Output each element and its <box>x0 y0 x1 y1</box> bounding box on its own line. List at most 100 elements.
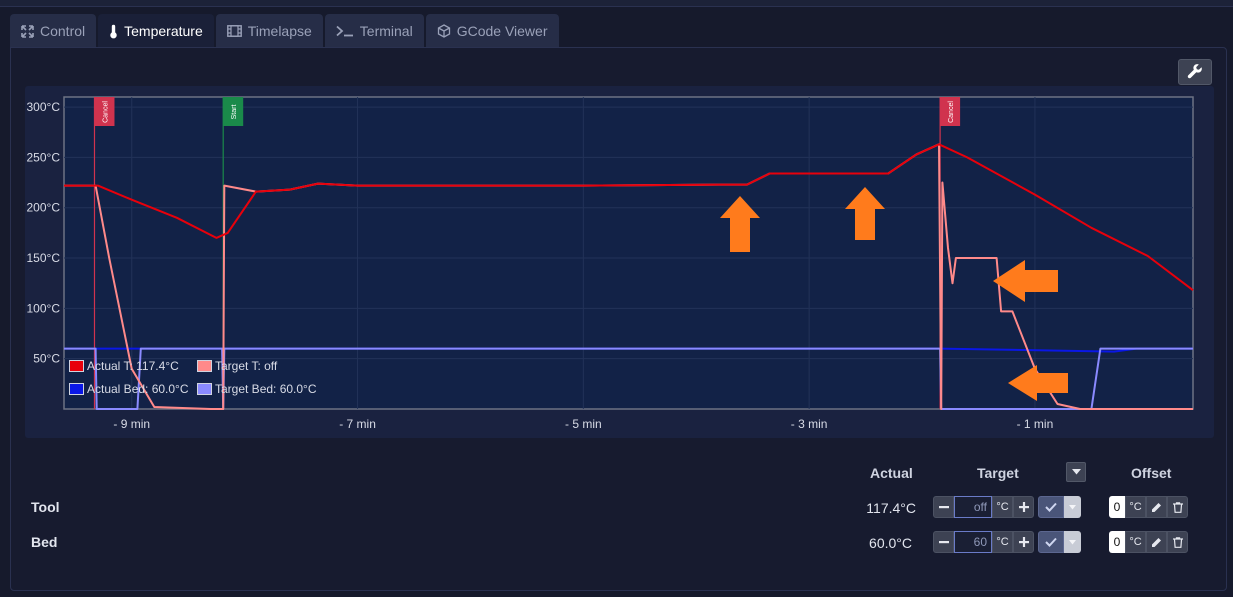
legend-item-actual-tool[interactable]: Actual T: 117.4°C <box>69 359 179 373</box>
annotation-arrow-left-1 <box>993 260 1058 302</box>
top-navbar <box>0 0 1233 7</box>
bed-offset-control: 0 °C <box>1109 531 1188 553</box>
tab-temperature-label: Temperature <box>124 23 203 39</box>
event-marker-label: Cancel <box>102 101 109 123</box>
annotation-arrow-up-1 <box>720 196 760 252</box>
pencil-icon <box>1152 537 1161 547</box>
tool-offset-edit-button[interactable] <box>1146 496 1167 518</box>
bed-offset-edit-button[interactable] <box>1146 531 1167 553</box>
pencil-icon <box>1152 502 1161 512</box>
column-header-target: Target <box>977 465 1019 481</box>
event-marker-label: Cancel <box>948 101 955 123</box>
bed-target-decrement-button[interactable] <box>933 531 954 553</box>
x-tick-label: - 3 min <box>791 417 828 431</box>
plus-icon <box>1018 537 1029 547</box>
tool-target-set-dropdown[interactable] <box>1064 496 1081 518</box>
caret-down-icon <box>1069 539 1076 544</box>
tool-target-unit: °C <box>992 496 1013 518</box>
tab-timelapse[interactable]: Timelapse <box>215 14 323 48</box>
y-tick-label: 200°C <box>27 201 61 215</box>
temperature-chart: Cancel Start Cancel 300°C 250°C 200°C 150°C 10… <box>25 86 1214 438</box>
minus-icon <box>938 506 949 509</box>
terminal-icon <box>336 25 353 37</box>
annotation-arrow-left-2 <box>1008 365 1068 401</box>
bed-offset-unit: °C <box>1125 531 1146 553</box>
tab-control[interactable]: Control <box>10 14 97 48</box>
tab-bar: Control Temperature Timelapse Terminal G… <box>10 14 559 48</box>
tool-target-input[interactable]: off <box>954 496 992 518</box>
legend-swatch <box>197 383 212 395</box>
annotation-arrow-up-2 <box>845 187 885 240</box>
x-tick-label: - 7 min <box>339 417 376 431</box>
y-tick-label: 100°C <box>27 301 61 315</box>
column-header-actual: Actual <box>870 465 913 481</box>
event-marker-label: Start <box>231 105 238 120</box>
x-tick-label: - 5 min <box>565 417 602 431</box>
tool-actual-value: 117.4°C <box>866 500 916 516</box>
temperature-chart-svg: Cancel Start Cancel 300°C 250°C 200°C 150°C 10… <box>25 86 1214 438</box>
caret-down-icon <box>1071 469 1081 475</box>
tool-offset-control: 0 °C <box>1109 496 1188 518</box>
bed-target-control: 60 °C <box>933 531 1081 553</box>
event-marker-flag[interactable] <box>94 97 115 126</box>
wrench-icon <box>1187 64 1202 79</box>
y-tick-label: 50°C <box>33 352 60 366</box>
check-icon <box>1045 537 1057 547</box>
expand-arrows-icon <box>21 24 34 38</box>
row-label-tool: Tool <box>31 499 60 515</box>
tab-terminal[interactable]: Terminal <box>324 14 424 48</box>
row-label-bed: Bed <box>31 534 58 550</box>
legend-label: Actual T: 117.4°C <box>87 359 179 373</box>
tool-offset-input[interactable]: 0 <box>1109 496 1125 518</box>
graph-settings-button[interactable] <box>1178 59 1212 85</box>
plus-icon <box>1018 502 1029 512</box>
tab-control-label: Control <box>40 23 86 39</box>
event-marker-flag[interactable] <box>223 97 244 126</box>
legend-swatch <box>69 383 84 395</box>
target-presets-dropdown[interactable] <box>1066 462 1086 482</box>
legend-swatch <box>69 360 84 372</box>
bed-offset-delete-button[interactable] <box>1167 531 1188 553</box>
tool-target-increment-button[interactable] <box>1013 496 1034 518</box>
legend-item-target-tool[interactable]: Target T: off <box>197 359 277 373</box>
legend-item-target-bed[interactable]: Target Bed: 60.0°C <box>197 382 317 396</box>
legend-swatch <box>197 360 212 372</box>
tab-temperature[interactable]: Temperature <box>98 14 214 48</box>
caret-down-icon <box>1069 504 1076 509</box>
tool-target-control: off °C <box>933 496 1081 518</box>
bed-actual-value: 60.0°C <box>869 535 912 551</box>
bed-target-unit: °C <box>992 531 1013 553</box>
thermometer-icon <box>110 24 117 38</box>
tool-target-set-button[interactable] <box>1038 496 1064 518</box>
legend-label: Target T: off <box>215 359 278 373</box>
y-tick-label: 250°C <box>27 150 61 164</box>
tab-terminal-label: Terminal <box>359 23 413 39</box>
cube-icon <box>437 24 450 38</box>
trash-icon <box>1172 536 1183 548</box>
film-icon <box>226 25 242 37</box>
tool-offset-delete-button[interactable] <box>1167 496 1188 518</box>
bed-offset-input[interactable]: 0 <box>1109 531 1125 553</box>
tab-timelapse-label: Timelapse <box>247 23 312 39</box>
series-line-actual-tool <box>64 143 1194 291</box>
tool-offset-unit: °C <box>1125 496 1146 518</box>
check-icon <box>1045 502 1057 512</box>
bed-target-increment-button[interactable] <box>1013 531 1034 553</box>
tool-target-decrement-button[interactable] <box>933 496 954 518</box>
column-header-offset: Offset <box>1131 465 1172 481</box>
x-tick-label: - 9 min <box>113 417 150 431</box>
trash-icon <box>1172 501 1183 513</box>
minus-icon <box>938 541 949 544</box>
bed-target-input[interactable]: 60 <box>954 531 992 553</box>
tab-gcode-viewer-label: GCode Viewer <box>456 23 548 39</box>
legend-label: Actual Bed: 60.0°C <box>87 382 189 396</box>
x-tick-label: - 1 min <box>1017 417 1054 431</box>
tab-gcode-viewer[interactable]: GCode Viewer <box>425 14 559 48</box>
plot-area <box>63 96 1194 410</box>
legend-item-actual-bed[interactable]: Actual Bed: 60.0°C <box>69 382 189 396</box>
bed-target-set-button[interactable] <box>1038 531 1064 553</box>
bed-target-set-dropdown[interactable] <box>1064 531 1081 553</box>
y-tick-label: 150°C <box>27 251 61 265</box>
legend-label: Target Bed: 60.0°C <box>215 382 317 396</box>
event-marker-flag[interactable] <box>940 97 961 126</box>
